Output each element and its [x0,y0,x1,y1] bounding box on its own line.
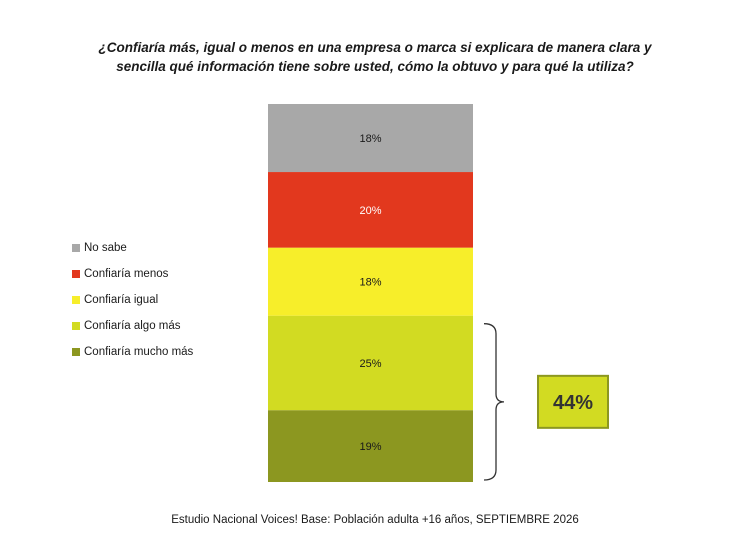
legend-swatch [72,244,80,252]
chart-title: ¿Confiaría más, igual o menos en una emp… [20,38,730,76]
legend-label: Confiaría menos [84,268,169,280]
bar-segment-label-3: 20% [359,205,381,217]
source-note: Estudio Nacional Voices! Base: Población… [171,514,579,526]
legend-label: Confiaría igual [84,294,159,306]
bar-segment-3 [268,172,473,248]
bar-segment-2 [268,247,473,316]
total-callout-box [537,374,609,429]
chart-title-line-2: sencilla qué información tiene sobre ust… [116,59,634,74]
bracket-line [483,323,505,481]
total-callout-label: 44% [553,392,593,414]
bar-segment-0 [268,410,473,482]
bar-segment-1 [268,315,473,411]
bar-segment-label-1: 25% [359,358,381,370]
chart-legend: No sabe Confiaría menos Confiaría igual Con… [72,235,193,365]
legend-label: Confiaría mucho más [84,346,194,358]
legend-swatch [72,348,80,356]
bar-segment-label-0: 19% [359,441,381,453]
legend-item-4: Confiaría mucho más [72,339,193,365]
chart-title-line-1: ¿Confiaría más, igual o menos en una emp… [98,40,652,55]
legend-swatch [72,296,80,304]
legend-item-0: No sabe [72,235,193,261]
legend-item-2: Confiaría igual [72,287,193,313]
legend-item-3: Confiaría algo más [72,313,193,339]
legend-label: No sabe [84,242,127,254]
legend-swatch [72,270,80,278]
bar-segment-label-2: 18% [359,277,381,289]
legend-swatch [72,322,80,330]
legend-label: Confiaría algo más [84,320,181,332]
bar-segment-label-4: 18% [359,133,381,145]
legend-item-1: Confiaría menos [72,261,193,287]
bar-segment-4 [268,104,473,173]
